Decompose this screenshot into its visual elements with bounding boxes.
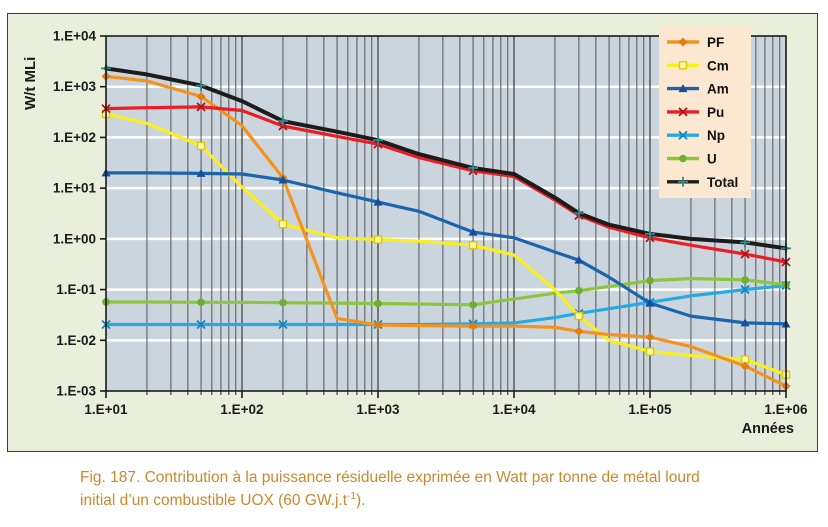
legend-label-PF: PF <box>707 35 724 50</box>
x-tick-label: 1.E+05 <box>628 402 672 417</box>
y-axis-title: W/t MLi <box>22 57 39 110</box>
legend-label-Total: Total <box>707 175 738 190</box>
y-tick-label: 1.E-01 <box>56 282 96 297</box>
y-tick-label: 1.E-03 <box>56 384 96 399</box>
plot-border <box>105 35 787 392</box>
caption-superscript: -1 <box>347 490 356 502</box>
x-tick-labels: 1.E+01 1.E+02 1.E+03 1.E+04 1.E+05 1.E+06 <box>84 402 808 417</box>
x-tick-label: 1.E+06 <box>764 402 808 417</box>
decay-heat-log-log-chart: 1.E+01 1.E+02 1.E+03 1.E+04 1.E+05 1.E+061.E+… <box>22 26 808 437</box>
legend-item-Cm: Cm <box>667 58 729 73</box>
legend-item-PF: PF <box>667 35 724 50</box>
caption-line-1: Fig. 187. Contribution à la puissance ré… <box>80 469 700 486</box>
legend-label-Am: Am <box>707 82 729 97</box>
legend: PF Cm Am Pu Np U Total <box>659 26 751 198</box>
legend-label-Cm: Cm <box>707 58 729 73</box>
y-tick-label: 1.E+04 <box>53 29 97 44</box>
legend-item-Am: Am <box>667 82 729 97</box>
x-axis-title: Années <box>742 421 794 437</box>
chart-figure: 1.E+01 1.E+02 1.E+03 1.E+04 1.E+05 1.E+06 1.E+… <box>7 13 818 452</box>
x-tick-label: 1.E+03 <box>356 402 400 417</box>
legend-item-Total: Total <box>667 175 738 190</box>
figure-caption: Fig. 187. Contribution à la puissance ré… <box>80 466 780 512</box>
x-tick-label: 1.E+01 <box>84 402 128 417</box>
legend-item-Np: Np <box>667 128 725 143</box>
series-U-markers <box>102 276 790 309</box>
y-tick-label: 1.E-02 <box>56 333 96 348</box>
y-tick-label: 1.E+00 <box>53 231 96 246</box>
legend-item-U: U <box>667 152 717 167</box>
x-tick-label: 1.E+04 <box>492 402 536 417</box>
series-U <box>102 276 790 309</box>
y-tick-label: 1.E+03 <box>53 79 97 94</box>
caption-line-2: initial d’un combustible UOX (60 GW.j.t-… <box>80 490 366 509</box>
y-tick-label: 1.E+02 <box>53 130 96 145</box>
y-tick-label: 1.E+01 <box>53 181 97 196</box>
series-Total-markers <box>101 63 791 254</box>
legend-item-Pu: Pu <box>667 105 724 120</box>
x-tick-label: 1.E+02 <box>220 402 263 417</box>
axis-ticks <box>100 35 787 398</box>
y-tick-labels: 1.E+04 1.E+03 1.E+02 1.E+01 1.E+00 1.E-01 1.E-… <box>53 29 97 399</box>
legend-label-Pu: Pu <box>707 105 724 120</box>
legend-label-U: U <box>707 152 717 167</box>
series-Total <box>101 63 791 254</box>
legend-label-Np: Np <box>707 128 725 143</box>
